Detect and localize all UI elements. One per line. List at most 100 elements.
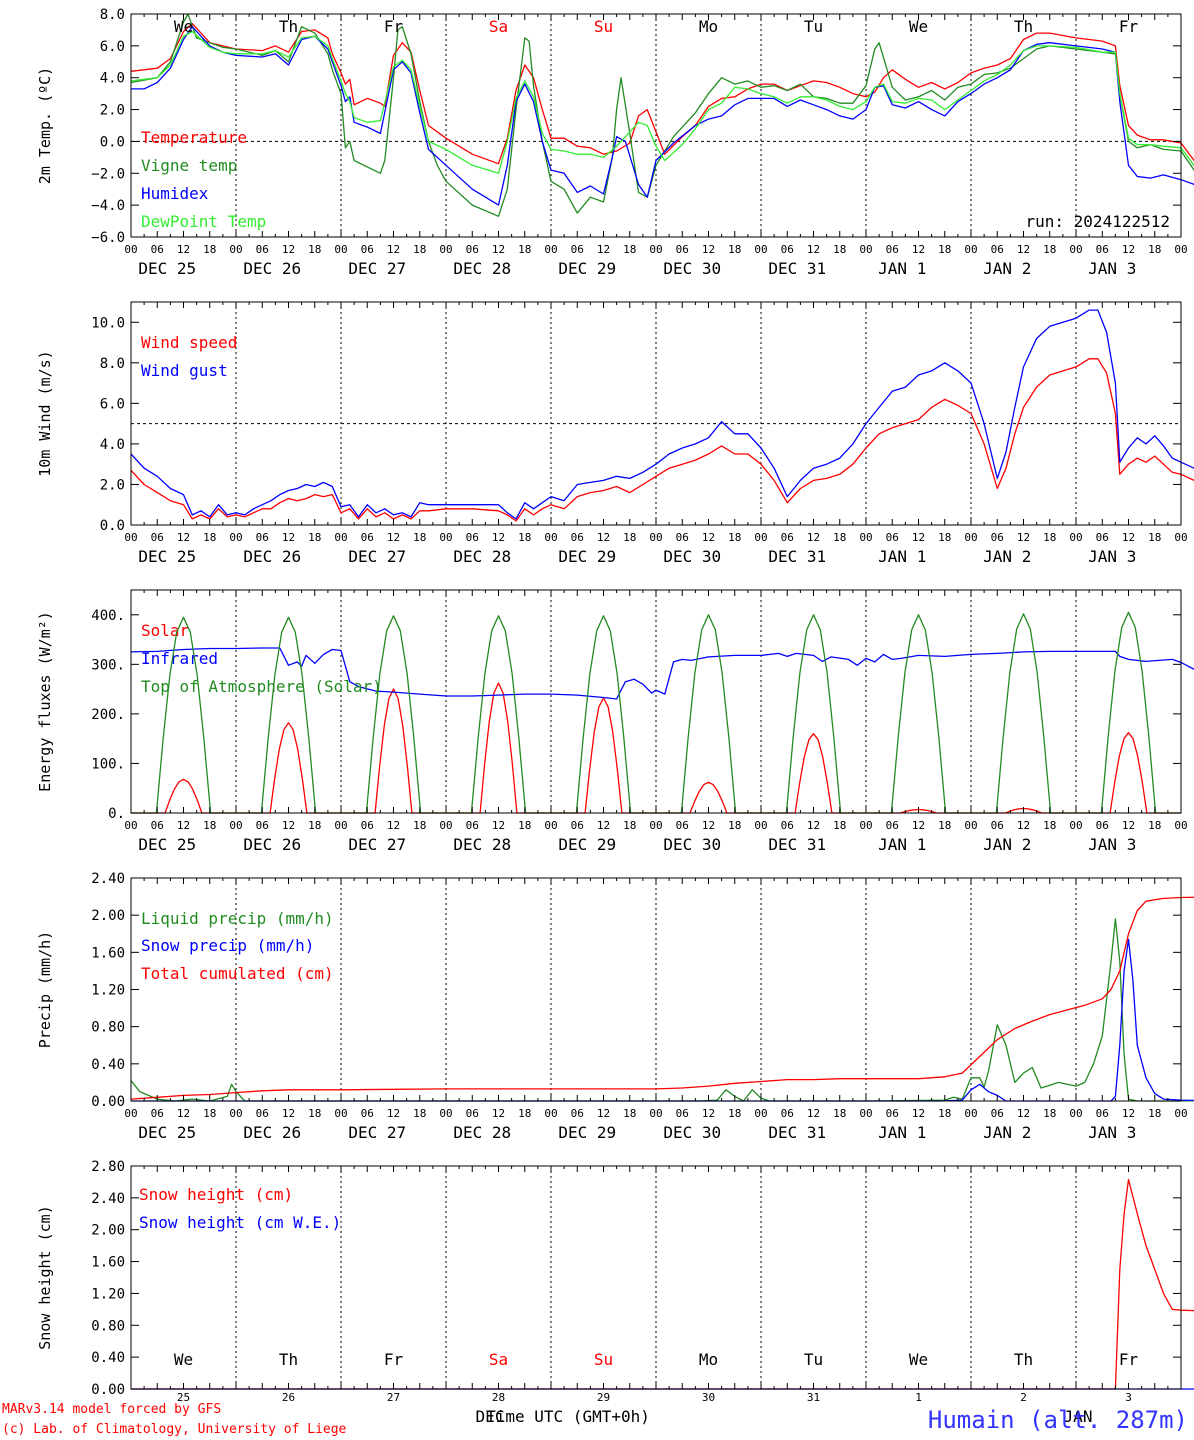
- x-tick-label: 06: [256, 531, 269, 544]
- day-number-label: 1: [915, 1391, 922, 1404]
- x-tick-label: 06: [256, 243, 269, 256]
- x-tick-label: 18: [413, 819, 426, 832]
- x-tick-label: 06: [781, 1107, 794, 1120]
- x-tick-label: 12: [1122, 531, 1135, 544]
- x-tick-label: 00: [439, 1107, 452, 1120]
- x-tick-label: 18: [308, 531, 321, 544]
- x-tick-label: 06: [361, 1107, 374, 1120]
- x-tick-label: 12: [387, 531, 400, 544]
- x-tick-label: 00: [964, 819, 977, 832]
- y-tick-label: 1.60: [91, 1255, 125, 1271]
- x-tick-label: 12: [912, 819, 925, 832]
- y-tick-label: 0.00: [91, 1094, 125, 1110]
- x-tick-label: 00: [544, 1107, 557, 1120]
- legend-entry: Snow height (cm): [139, 1185, 293, 1204]
- weekday-label: Fr: [1119, 1350, 1139, 1369]
- date-label: JAN 3: [1088, 835, 1136, 854]
- date-label: JAN 1: [878, 835, 926, 854]
- x-tick-label: 06: [886, 1107, 899, 1120]
- y-tick-label: −6.0: [91, 230, 125, 246]
- series-line-vigne-temp: [130, 13, 1194, 217]
- y-tick-label: 0.80: [91, 1020, 125, 1036]
- x-tick-label: 18: [728, 243, 741, 256]
- y-axis-title: Precip (mm/h): [36, 931, 54, 1048]
- date-label: DEC 27: [348, 1123, 406, 1142]
- lab-credit: (c) Lab. of Climatology, University of L…: [2, 1422, 347, 1437]
- x-tick-label: 18: [203, 531, 216, 544]
- weekday-label: We: [909, 1350, 928, 1369]
- date-label: DEC 27: [348, 547, 406, 566]
- legend-entry: Infrared: [141, 649, 218, 668]
- x-tick-label: 00: [649, 819, 662, 832]
- x-tick-label: 06: [151, 819, 164, 832]
- date-label: DEC 31: [768, 547, 826, 566]
- x-tick-label: 12: [1017, 1107, 1030, 1120]
- date-label: JAN 1: [878, 1123, 926, 1142]
- x-tick-label: 18: [1148, 243, 1161, 256]
- weekday-label: We: [909, 17, 928, 36]
- x-tick-label: 12: [177, 1107, 190, 1120]
- legend-entry: Temperature: [141, 128, 247, 147]
- x-tick-label: 00: [229, 243, 242, 256]
- x-tick-label: 00: [754, 819, 767, 832]
- weekday-label: Fr: [1119, 17, 1139, 36]
- panel-1: Temperature Vigne temp Humidex DewPoint Tem…: [36, 7, 1194, 278]
- x-tick-label: 06: [676, 243, 689, 256]
- x-tick-label: 18: [308, 243, 321, 256]
- x-tick-label: 00: [964, 1107, 977, 1120]
- weekday-label: Su: [594, 17, 613, 36]
- time-axis-title: Time UTC (GMT+0h): [486, 1407, 650, 1426]
- x-tick-label: 18: [623, 1107, 636, 1120]
- day-number-label: 3: [1125, 1391, 1132, 1404]
- x-tick-label: 06: [466, 243, 479, 256]
- x-tick-label: 06: [361, 243, 374, 256]
- x-tick-label: 00: [1174, 1107, 1187, 1120]
- x-tick-label: 06: [781, 243, 794, 256]
- x-tick-label: 06: [991, 243, 1004, 256]
- x-tick-label: 18: [203, 1107, 216, 1120]
- x-tick-label: 06: [991, 1107, 1004, 1120]
- x-tick-label: 12: [282, 243, 295, 256]
- weekday-label: Su: [594, 1350, 613, 1369]
- y-tick-label: 1.20: [91, 1286, 125, 1302]
- date-label: JAN 2: [983, 547, 1031, 566]
- date-label: DEC 25: [138, 547, 196, 566]
- x-tick-label: 12: [1017, 819, 1030, 832]
- x-tick-label: 00: [1174, 531, 1187, 544]
- x-tick-label: 00: [649, 243, 662, 256]
- x-tick-label: 18: [203, 819, 216, 832]
- panels-group: Temperature Vigne temp Humidex DewPoint Tem…: [36, 7, 1194, 1426]
- legend-entry: Solar: [141, 621, 190, 640]
- series-line-liquid-precip-mm-h-: [130, 918, 1194, 1102]
- date-label: JAN 2: [983, 835, 1031, 854]
- legend-entry: Wind gust: [141, 361, 228, 380]
- weekday-label: Th: [279, 1350, 298, 1369]
- y-tick-label: 6.0: [100, 396, 125, 412]
- x-tick-label: 18: [518, 243, 531, 256]
- x-tick-label: 00: [754, 243, 767, 256]
- day-number-label: 29: [597, 1391, 610, 1404]
- x-tick-label: 12: [702, 243, 715, 256]
- x-tick-label: 06: [886, 243, 899, 256]
- y-tick-label: 2.40: [91, 1191, 125, 1207]
- x-tick-label: 00: [439, 531, 452, 544]
- x-tick-label: 12: [177, 243, 190, 256]
- y-tick-label: 100.: [91, 756, 125, 772]
- x-tick-label: 00: [439, 243, 452, 256]
- day-number-label: 28: [492, 1391, 505, 1404]
- x-tick-label: 06: [466, 819, 479, 832]
- x-tick-label: 00: [124, 243, 137, 256]
- y-tick-label: 6.0: [100, 39, 125, 55]
- y-tick-label: 2.80: [91, 1159, 125, 1175]
- y-tick-label: 10.0: [91, 315, 125, 331]
- x-tick-label: 18: [833, 1107, 846, 1120]
- y-axis-title: Snow height (cm): [36, 1205, 54, 1350]
- x-tick-label: 12: [177, 531, 190, 544]
- series-line-temperature: [130, 22, 1194, 165]
- y-tick-label: 2.0: [100, 103, 125, 119]
- x-tick-label: 12: [702, 1107, 715, 1120]
- x-tick-label: 18: [623, 819, 636, 832]
- date-label: DEC 30: [663, 835, 721, 854]
- x-tick-label: 12: [912, 1107, 925, 1120]
